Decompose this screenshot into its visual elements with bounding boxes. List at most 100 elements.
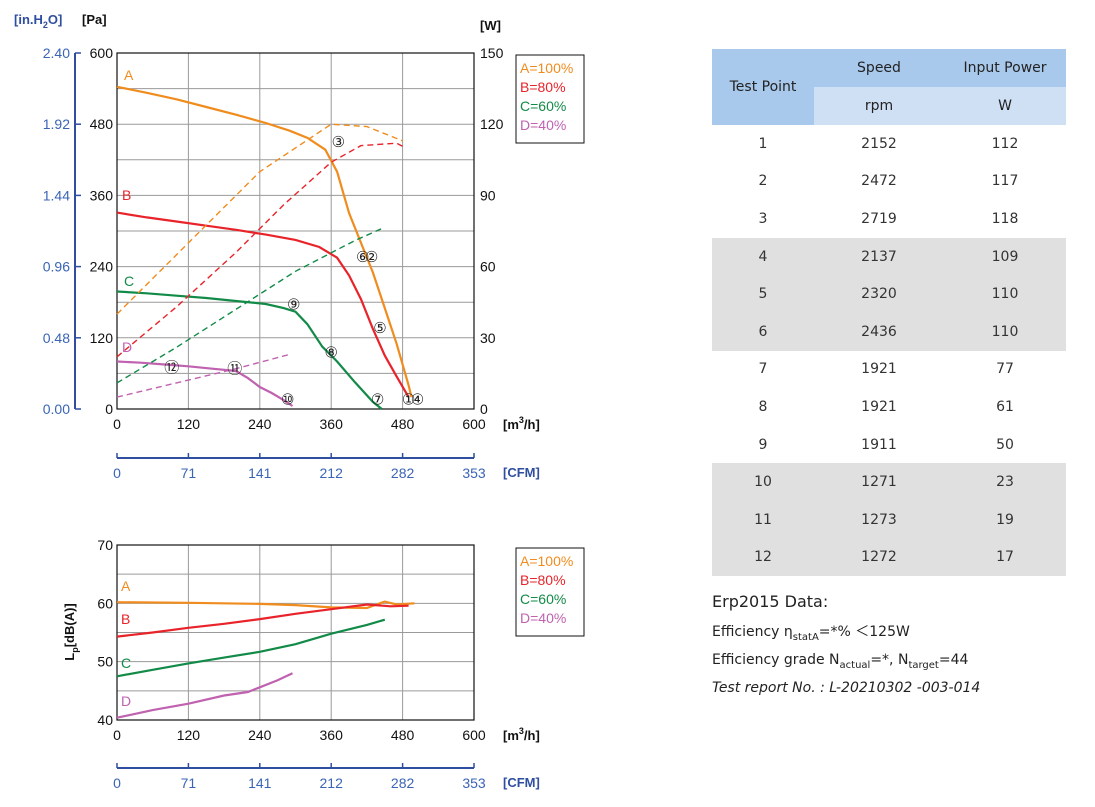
y-tick-label: 240 (90, 259, 114, 275)
y2-tick-label: 150 (480, 45, 504, 61)
y-tick-label: 60 (97, 595, 113, 611)
cell-speed: 1271 (814, 463, 944, 501)
curve-letter-B: B (121, 611, 130, 627)
pressure-curve-C (116, 290, 383, 410)
test-point-marker: ⑨ (287, 296, 300, 313)
erp-data: Erp2015 Data: Efficiency ηstatA=*% ＜125W… (712, 592, 980, 705)
noise-curve-A (116, 600, 415, 610)
cfm-tick-label: 141 (248, 775, 272, 791)
legend-item: B=80% (520, 572, 566, 588)
plot-border (116, 52, 475, 410)
test-point-marker: ⑩ (281, 391, 294, 408)
cfm-tick-label: 71 (181, 465, 197, 481)
table-row: 5 2320 110 (712, 275, 1066, 313)
curve-letter-A: A (121, 578, 131, 594)
table-row: 2 2472 117 (712, 162, 1066, 201)
cfm-tick-label: 282 (391, 775, 415, 791)
cell-test-point: 8 (712, 388, 814, 426)
cfm-tick-label: 0 (113, 465, 121, 481)
efficiency-grade-line: Efficiency grade Nactual=*, Ntarget=44 (712, 652, 980, 671)
inh2o-axis-label: [in.H2O] (14, 12, 62, 30)
cell-speed: 1273 (814, 500, 944, 539)
erp-title: Erp2015 Data: (712, 592, 829, 611)
cfm-axis-label: [CFM] (503, 465, 540, 480)
x-tick-label: 240 (248, 416, 272, 432)
cfm-tick-label: 0 (113, 775, 121, 791)
cell-speed: 2152 (814, 125, 944, 163)
x-tick-label: 120 (177, 416, 201, 432)
cell-input-power: 110 (944, 275, 1066, 313)
cell-input-power: 112 (944, 125, 1066, 163)
y-tick-label: 40 (97, 712, 113, 728)
table-row: 8 1921 61 (712, 388, 1066, 426)
w-axis-label: [W] (480, 18, 501, 33)
cfm-tick-label: 353 (462, 775, 486, 791)
inh2o-tick-label: 1.44 (43, 187, 70, 203)
inh2o-tick-label: 1.92 (43, 116, 70, 132)
x-tick-label: 360 (320, 416, 344, 432)
table-row: 12 1272 17 (712, 538, 1066, 577)
cfm-tick-label: 141 (248, 465, 272, 481)
x-tick-label: 0 (113, 416, 121, 432)
cell-input-power: 50 (944, 425, 1066, 464)
cell-input-power: 19 (944, 500, 1066, 539)
cell-speed: 1921 (814, 388, 944, 426)
y-tick-label: 0 (105, 401, 113, 417)
eff-sub: statA (792, 631, 819, 643)
x-tick-label: 480 (391, 727, 415, 743)
header-test-point: Test Point (712, 49, 814, 125)
pressure-curve-B (116, 211, 410, 398)
header-speed-unit: rpm (814, 87, 944, 125)
legend-item: A=100% (520, 553, 573, 569)
cfm-tick-label: 71 (181, 775, 197, 791)
test-point-marker: ③ (332, 134, 345, 151)
cell-test-point: 11 (712, 500, 814, 539)
table-row: 10 1271 23 (712, 463, 1066, 501)
table-row: 9 1911 50 (712, 425, 1066, 464)
cell-speed: 1272 (814, 538, 944, 577)
pa-axis-label: [Pa] (82, 12, 107, 27)
x-axis-label: [m3/h] (503, 726, 540, 743)
curve-letter-B: B (122, 187, 131, 203)
grade-sub-target: target (908, 659, 939, 671)
header-input-power: Input Power (944, 49, 1066, 87)
test-point-marker: ④ (411, 391, 424, 408)
curve-letter-C: C (121, 655, 131, 671)
power-curve-A (116, 123, 403, 315)
power-curve-B (116, 142, 406, 358)
cell-test-point: 9 (712, 425, 814, 464)
legend-box (515, 547, 585, 637)
x-tick-label: 360 (320, 727, 344, 743)
y-tick-label: 50 (97, 654, 113, 670)
grade-sub-actual: actual (839, 659, 871, 671)
cell-test-point: 4 (712, 237, 814, 276)
plot-border (116, 544, 475, 721)
y2-tick-label: 120 (480, 116, 504, 132)
legend-item: C=60% (520, 98, 566, 114)
header-power-unit: W (944, 87, 1066, 125)
legend-box (515, 54, 585, 144)
y-tick-label: 120 (90, 330, 114, 346)
cell-speed: 2719 (814, 200, 944, 238)
cell-speed: 1921 (814, 350, 944, 389)
curve-letter-A: A (124, 67, 134, 83)
cell-test-point: 6 (712, 312, 814, 351)
cell-input-power: 77 (944, 350, 1066, 389)
inh2o-tick-label: 0.00 (43, 401, 70, 417)
legend-item: B=80% (520, 79, 566, 95)
cell-speed: 2137 (814, 237, 944, 276)
inh2o-tick-label: 2.40 (43, 45, 70, 61)
table-row: 11 1273 19 (712, 500, 1066, 539)
y2-tick-label: 90 (480, 187, 496, 203)
cell-test-point: 10 (712, 463, 814, 501)
noise-curve-B (116, 603, 409, 638)
test-point-marker: ⑧ (324, 344, 337, 361)
pressure-curve-A (116, 85, 413, 398)
test-point-marker: ⑦ (371, 391, 384, 408)
y-tick-label: 480 (90, 116, 114, 132)
table-row: 1 2152 112 (712, 125, 1066, 163)
x-tick-label: 600 (462, 416, 486, 432)
test-point-table: Test Point Speed Input Power rpm W 1 2152… (712, 49, 1066, 577)
pressure-curve-D (116, 360, 294, 407)
cfm-tick-label: 282 (391, 465, 415, 481)
